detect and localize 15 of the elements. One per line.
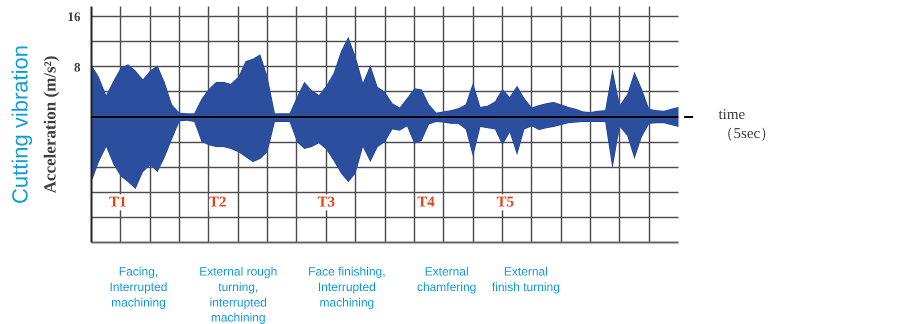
- y-tick-label: 16: [68, 9, 81, 24]
- y-axis-title: Acceleration (m/s²): [40, 56, 60, 194]
- x-axis-title: time （5sec）: [718, 106, 776, 142]
- annotation: T1: [109, 194, 127, 210]
- text: External chamfering: [416, 264, 476, 294]
- text: External finish turning: [492, 264, 560, 294]
- text: Cutting vibration: [8, 45, 32, 204]
- y-tick-label: 8: [74, 59, 81, 74]
- annotation: T4: [417, 194, 436, 210]
- text: External rough turning, interrupted machining: [199, 264, 278, 324]
- text: Face finishing, Interrupted machining: [308, 264, 386, 310]
- annotation: T5: [496, 194, 514, 210]
- annotation: T2: [208, 194, 226, 210]
- annotation: T3: [317, 194, 336, 210]
- text: Facing, Interrupted machining: [109, 264, 168, 310]
